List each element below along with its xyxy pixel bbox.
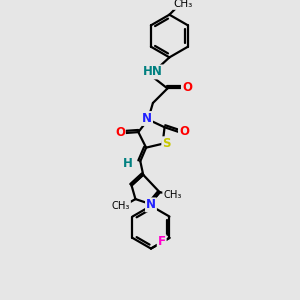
Text: CH₃: CH₃ bbox=[173, 0, 193, 9]
Text: O: O bbox=[182, 81, 192, 94]
Text: O: O bbox=[179, 124, 189, 138]
Text: S: S bbox=[162, 137, 171, 150]
Text: HN: HN bbox=[143, 65, 163, 78]
Text: F: F bbox=[158, 235, 166, 248]
Text: N: N bbox=[142, 112, 152, 125]
Text: N: N bbox=[146, 198, 156, 212]
Text: H: H bbox=[123, 157, 133, 170]
Text: CH₃: CH₃ bbox=[163, 190, 182, 200]
Text: O: O bbox=[115, 126, 125, 139]
Text: CH₃: CH₃ bbox=[112, 201, 130, 211]
